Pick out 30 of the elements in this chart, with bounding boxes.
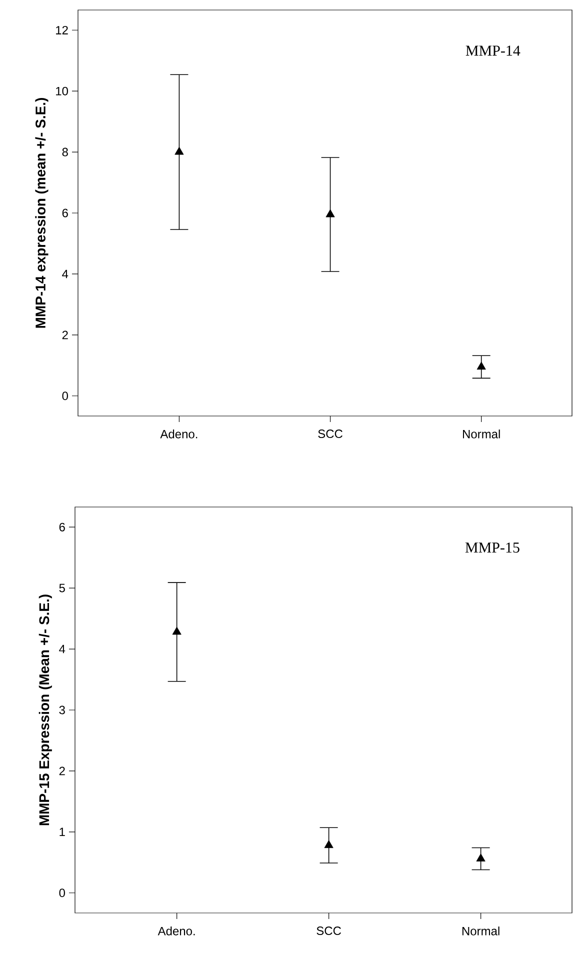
y-tick-label: 4	[62, 270, 68, 278]
x-tick-label: Normal	[462, 926, 500, 936]
x-tick-label: Adeno.	[158, 926, 195, 936]
point	[324, 840, 334, 848]
y-tick-label: 2	[59, 766, 65, 776]
x-tick-label: SCC	[316, 926, 342, 936]
y-tick-label: 0	[59, 888, 65, 898]
x-tick-label: Adeno.	[160, 430, 198, 438]
annotation: MMP-14	[466, 46, 520, 56]
point	[172, 626, 182, 635]
y-tick-label: 2	[62, 330, 68, 340]
annotation: MMP-15	[465, 542, 520, 553]
y-tick-label: 4	[59, 644, 66, 654]
x-tick-label: Normal	[463, 430, 500, 438]
y-tick-label: 12	[56, 26, 68, 34]
point	[476, 854, 486, 862]
y-tick-label: 10	[56, 86, 68, 96]
point	[174, 146, 184, 155]
y-tick-label: 3	[59, 706, 65, 714]
y-tick-label: 5	[59, 584, 65, 592]
point	[476, 362, 486, 370]
point	[326, 209, 335, 218]
x-tick-label: SCC	[318, 430, 342, 438]
y-tick-label: 6	[62, 208, 68, 218]
y-tick-label: 1	[60, 828, 65, 836]
y-tick-label: 0	[62, 392, 68, 400]
y-tick-label: 6	[59, 522, 65, 532]
y-axis-title: MMP-14 expression (mean +/- S.E.)	[35, 98, 48, 328]
y-axis-title: MMP-15 Expression (Mean +/- S.E.)	[38, 594, 52, 826]
y-tick-label: 8	[62, 148, 68, 156]
